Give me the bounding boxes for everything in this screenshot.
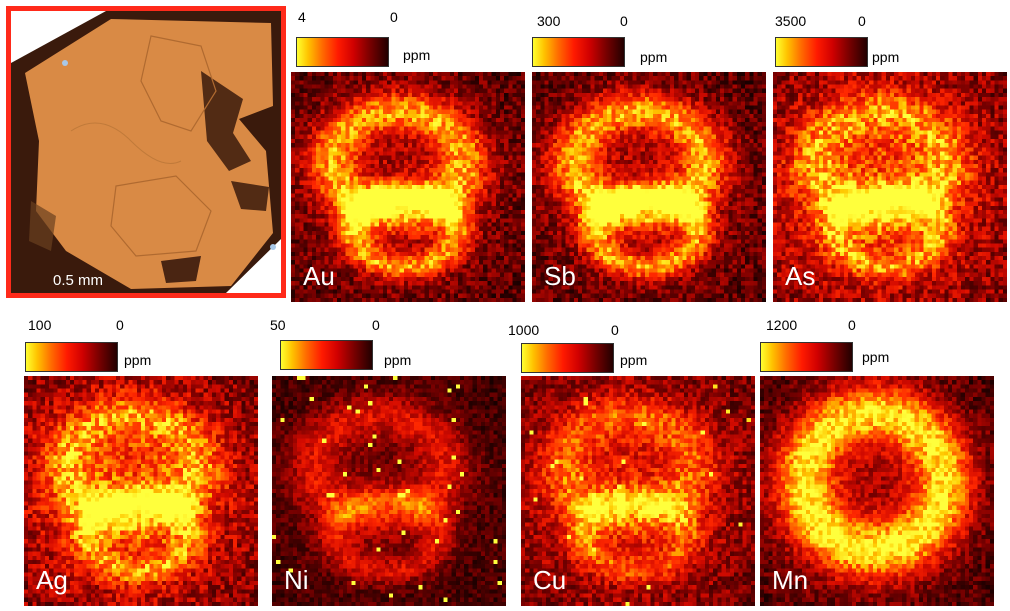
element-label: Au	[303, 261, 335, 291]
element-map-cu: Cu	[521, 376, 755, 606]
colorbar-max-label: 1200	[766, 317, 798, 333]
colorbar-min-label: 0	[116, 317, 124, 333]
colorbar	[280, 340, 373, 370]
colorbar-max-label: 100	[28, 317, 52, 333]
colorbar-unit-label: ppm	[640, 49, 668, 65]
mineral-grain-picture	[11, 11, 281, 293]
colorbar-unit-label: ppm	[384, 352, 412, 368]
colorbar-min-label: 0	[620, 13, 628, 29]
colorbar-unit-label: ppm	[872, 49, 900, 65]
colorbar	[521, 343, 614, 373]
colorbar-max-label: 300	[537, 13, 561, 29]
element-map-au: Au	[291, 72, 525, 302]
element-map-ni: Ni	[272, 376, 506, 606]
colorbar	[25, 342, 118, 372]
element-label: Cu	[533, 565, 567, 595]
colorbar-max-label: 3500	[775, 13, 807, 29]
colorbar-min-label: 0	[848, 317, 856, 333]
colorbar-max-label: 1000	[508, 322, 540, 338]
colorbar	[775, 37, 868, 67]
colorbar-unit-label: ppm	[124, 352, 152, 368]
scale-bar-label: 0.5 mm	[53, 272, 104, 289]
colorbar	[532, 37, 625, 67]
colorbar-unit-label: ppm	[620, 352, 648, 368]
element-label: Mn	[772, 565, 809, 595]
scale-bar	[25, 294, 137, 298]
element-label: Ni	[284, 565, 309, 595]
colorbar-min-label: 0	[372, 317, 380, 333]
colorbar	[760, 342, 853, 372]
element-label: Sb	[544, 261, 576, 291]
element-label: As	[785, 261, 816, 291]
element-map-as: As	[773, 72, 1007, 302]
colorbar-unit-label: ppm	[403, 47, 431, 63]
colorbar-min-label: 0	[390, 9, 398, 25]
colorbar	[296, 37, 389, 67]
colorbar-unit-label: ppm	[862, 349, 890, 365]
element-map-ag: Ag	[24, 376, 258, 606]
colorbar-max-label: 4	[298, 9, 306, 25]
element-map-mn: Mn	[760, 376, 994, 606]
element-map-sb: Sb	[532, 72, 766, 302]
colorbar-min-label: 0	[611, 322, 619, 338]
colorbar-max-label: 50	[270, 317, 286, 333]
colorbar-min-label: 0	[858, 13, 866, 29]
micrograph-image: 0.5 mm	[6, 6, 286, 298]
element-label: Ag	[36, 565, 68, 595]
